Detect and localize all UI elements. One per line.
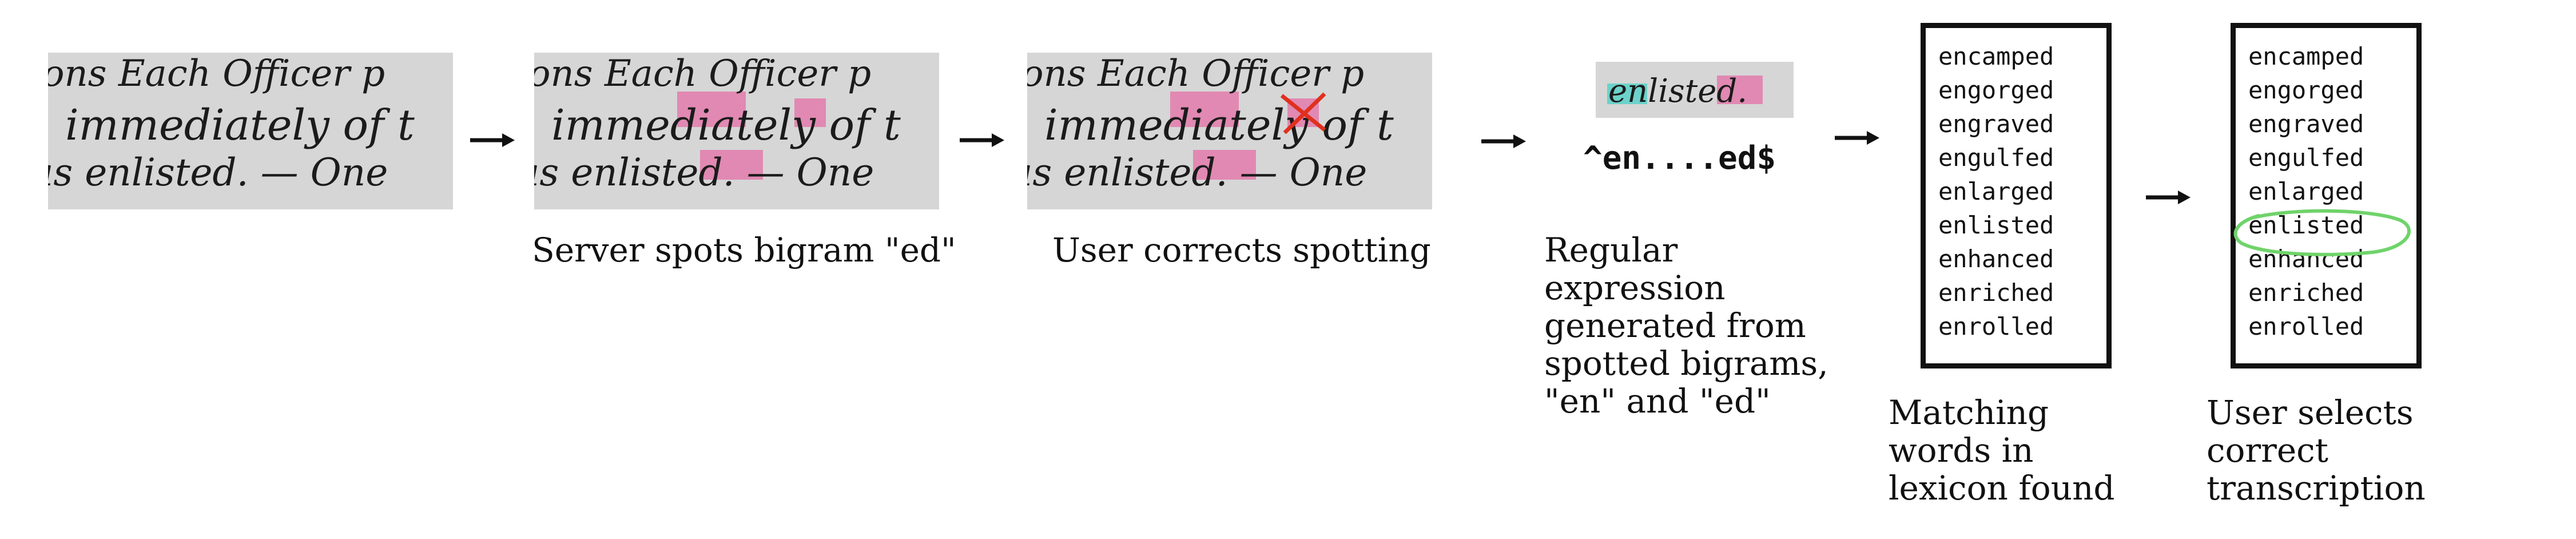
lexicon-word: enriched [1938, 279, 2054, 307]
arrow-right-icon [1835, 131, 1879, 145]
hw-line-2: immediately of t [1044, 101, 1394, 150]
lexicon-option[interactable]: encamped [2248, 42, 2364, 70]
spot-highlight-1 [1170, 92, 1239, 127]
lexicon-selection-box: encamped engorged engraved engulfed enla… [2231, 23, 2422, 368]
arrow-right-icon [1481, 134, 1526, 148]
lexicon-option[interactable]: enriched [2248, 279, 2364, 307]
selection-circle-icon [2233, 209, 2411, 256]
step3-caption: User corrects spotting [1052, 231, 1431, 270]
spot-highlight-2 [794, 98, 826, 127]
step4-caption: Regular expression generated from spotte… [1544, 231, 1828, 421]
lexicon-word: engorged [1938, 76, 2054, 104]
lexicon-word: engulfed [1938, 144, 2054, 172]
regex-text: ^en....ed$ [1583, 140, 1776, 177]
lexicon-match-box: encamped engorged engraved engulfed enla… [1921, 23, 2112, 368]
lexicon-option[interactable]: enrolled [2248, 312, 2364, 340]
handwriting-image-spotted: ons Each Officer p immediately of t as e… [534, 53, 901, 195]
spot-highlight-3 [1193, 150, 1256, 180]
hw-line-1: ons Each Officer p [1027, 53, 1364, 95]
lexicon-option[interactable]: engorged [2248, 76, 2364, 104]
hw-line-1: ons Each Officer p [534, 53, 871, 95]
word-crop-panel: enlisted. [1596, 62, 1794, 118]
hw-line-2: immediately of t [65, 101, 415, 150]
lexicon-word: enlisted [1938, 211, 2054, 239]
arrow-right-icon [470, 133, 515, 147]
step2-caption: Server spots bigram "ed" [532, 231, 956, 270]
hw-line-3: as enlisted. — One [48, 150, 388, 195]
lexicon-option[interactable]: enlarged [2248, 177, 2364, 205]
lexicon-option[interactable]: engulfed [2248, 144, 2364, 172]
lexicon-word: encamped [1938, 42, 2054, 70]
hw-line-2: immediately of t [551, 101, 901, 150]
lexicon-word: enrolled [1938, 312, 2054, 340]
word-crop-text: enlisted. [1608, 73, 1747, 110]
spot-highlight-1 [677, 92, 746, 127]
word-crop-image: enlisted. [1607, 73, 1763, 110]
step6-caption: User selects correct transcription [2207, 393, 2426, 508]
lexicon-word: engraved [1938, 110, 2054, 138]
en-highlight [1607, 84, 1647, 104]
step5-caption: Matching words in lexicon found [1889, 393, 2115, 508]
ed-highlight [1717, 76, 1763, 104]
handwriting-panel-original: ons Each Officer p immediately of t as e… [48, 53, 453, 209]
lexicon-word: enlarged [1938, 177, 2054, 205]
handwriting-image-corrected: ons Each Officer p immediately of t as e… [1027, 53, 1394, 195]
hw-line-3: as enlisted. — One [1027, 150, 1367, 195]
arrow-right-icon [2146, 191, 2191, 204]
hw-line-3: as enlisted. — One [534, 150, 874, 195]
spot-highlight-3 [700, 150, 763, 180]
handwriting-panel-spotted: ons Each Officer p immediately of t as e… [534, 53, 939, 209]
hw-line-1: ons Each Officer p [48, 53, 385, 95]
handwriting-panel-corrected: ons Each Officer p immediately of t as e… [1027, 53, 1432, 209]
cross-out-icon [1280, 92, 1326, 134]
arrow-right-icon [960, 133, 1004, 147]
handwriting-image: ons Each Officer p immediately of t as e… [48, 53, 415, 195]
lexicon-word: enhanced [1938, 245, 2054, 273]
lexicon-option[interactable]: engraved [2248, 110, 2364, 138]
